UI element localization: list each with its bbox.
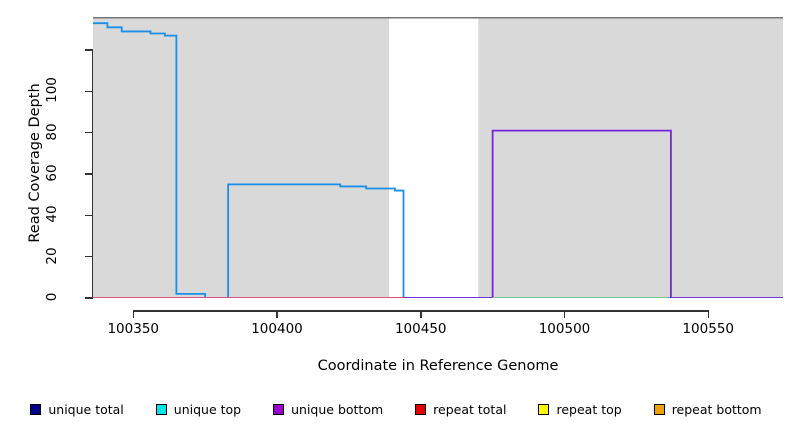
x-tick-100400 [276,310,278,318]
legend-swatch-icon [538,403,550,415]
y-tick-100 [85,90,93,93]
y-tick-60 [85,173,93,175]
legend-swatch-icon [415,403,427,415]
x-tick-100350 [132,310,134,318]
legend-swatch-icon [155,403,167,415]
y-tick-label-100: 100 [44,77,60,104]
legend-swatch-icon [653,403,665,415]
legend-label: repeat bottom [671,401,762,417]
y-tick-0 [85,297,93,299]
series-line-unique-bottom [93,129,783,298]
x-tick-100450 [420,310,422,318]
legend-label: repeat top [556,401,622,417]
x-tick-label-100500: 100500 [538,321,591,337]
legend-swatch-icon [273,403,285,415]
y-tick-80 [85,131,93,134]
legend-item-repeat-total[interactable]: repeat total [415,402,506,417]
legend-item-unique-bottom[interactable]: unique bottom [273,402,383,417]
legend-item-unique-total[interactable]: unique total [30,401,124,417]
legend-label: unique bottom [291,401,384,417]
legend-label: repeat total [433,401,507,417]
legend-label: unique total [48,401,124,417]
x-tick-label-100450: 100450 [394,321,447,337]
x-tick-label-100550: 100550 [682,321,735,337]
coverage-plot [93,17,783,298]
x-axis-title: Coordinate in Reference Genome [317,358,559,374]
shaded-region-0 [93,17,390,298]
x-tick-100500 [563,310,566,318]
y-tick-120 [85,49,93,51]
legend-item-unique-top[interactable]: unique top [155,401,242,417]
chart-legend: unique total unique top unique bottom repea… [0,398,792,420]
legend-label: unique top [173,401,242,417]
y-tick-20 [85,255,93,258]
y-tick-40 [85,214,93,217]
shaded-region-1 [389,17,479,298]
x-axis: 100350 100400 100450 100500 100550 [0,298,792,358]
x-tick-label-100400: 100400 [251,321,303,337]
y-axis: 0 20 40 60 80 100 [0,0,94,432]
x-tick-label-100350: 100350 [107,321,160,337]
shaded-region-2 [478,17,783,298]
plot-area [93,17,783,298]
legend-swatch-icon [30,403,42,415]
legend-item-repeat-bottom[interactable]: repeat bottom [653,401,762,417]
legend-item-repeat-top[interactable]: repeat top [538,401,622,417]
x-tick-100550 [707,310,709,318]
series-line-unique-top [93,22,783,298]
